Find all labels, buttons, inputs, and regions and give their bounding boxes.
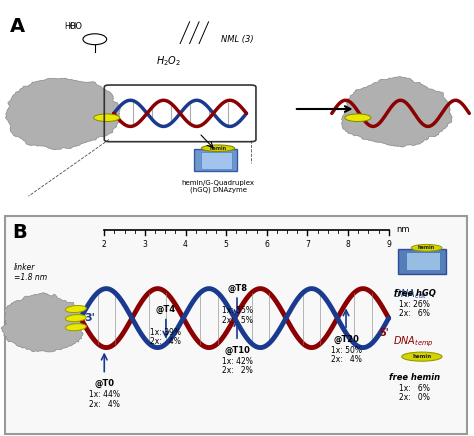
Text: 1x: 42%: 1x: 42% (221, 357, 253, 366)
Text: 1x: 39%: 1x: 39% (150, 328, 182, 337)
Text: nm: nm (396, 225, 409, 234)
Text: 3': 3' (85, 313, 95, 323)
Text: 9: 9 (386, 240, 391, 249)
Text: $H_2O_2$: $H_2O_2$ (155, 54, 181, 68)
Text: 1x:   6%: 1x: 6% (399, 384, 430, 393)
FancyBboxPatch shape (5, 216, 467, 434)
Text: 5: 5 (224, 240, 228, 249)
FancyBboxPatch shape (406, 252, 440, 270)
Polygon shape (6, 78, 121, 150)
Text: 3: 3 (143, 240, 147, 249)
Text: 8: 8 (346, 240, 350, 249)
Text: 6: 6 (264, 240, 269, 249)
Text: 7: 7 (305, 240, 310, 249)
Text: 2x:   2%: 2x: 2% (222, 366, 252, 375)
Text: $DNA_{temp}$: $DNA_{temp}$ (393, 334, 434, 349)
FancyBboxPatch shape (398, 249, 446, 274)
Text: 2x:   6%: 2x: 6% (399, 309, 430, 318)
FancyBboxPatch shape (194, 149, 237, 171)
Text: 2x:   0%: 2x: 0% (399, 393, 430, 402)
Text: 1x: 26%: 1x: 26% (399, 300, 430, 309)
Ellipse shape (65, 324, 86, 331)
Text: 2: 2 (102, 240, 107, 249)
Text: 1x: 44%: 1x: 44% (89, 391, 120, 399)
Text: $DNA_{cat}$: $DNA_{cat}$ (393, 288, 428, 301)
Ellipse shape (411, 245, 442, 251)
Text: hemin: hemin (210, 146, 227, 151)
Text: @T4: @T4 (156, 305, 176, 314)
Text: 5': 5' (379, 328, 389, 338)
Ellipse shape (65, 306, 86, 313)
Text: HO: HO (64, 22, 76, 31)
Text: hemin: hemin (412, 354, 431, 359)
Text: 1x: 55%: 1x: 55% (221, 307, 253, 316)
Text: free hemin: free hemin (389, 372, 440, 382)
Text: 2x:   5%: 2x: 5% (221, 316, 253, 324)
Text: 4: 4 (183, 240, 188, 249)
Text: NML (3): NML (3) (221, 35, 253, 44)
Text: A: A (9, 17, 25, 37)
Ellipse shape (94, 114, 119, 122)
Text: @T10: @T10 (224, 346, 250, 355)
Text: HO: HO (69, 22, 82, 31)
Polygon shape (341, 77, 452, 147)
Text: hemin: hemin (418, 245, 435, 250)
Polygon shape (1, 293, 83, 352)
FancyBboxPatch shape (201, 151, 232, 169)
Ellipse shape (65, 314, 86, 322)
Text: @T8: @T8 (227, 284, 247, 293)
Text: B: B (12, 223, 27, 242)
Ellipse shape (201, 145, 235, 151)
Text: linker
=1.8 nm: linker =1.8 nm (14, 263, 47, 283)
Text: hemin/G-Quadruplex
(hGQ) DNAzyme: hemin/G-Quadruplex (hGQ) DNAzyme (182, 180, 255, 193)
Text: 2x:   4%: 2x: 4% (89, 399, 120, 409)
Ellipse shape (402, 352, 442, 361)
Text: @T0: @T0 (94, 379, 114, 388)
Ellipse shape (345, 114, 371, 122)
Text: 2x:   4%: 2x: 4% (150, 337, 182, 346)
Text: 1x: 50%: 1x: 50% (330, 346, 362, 355)
Text: 2x:   4%: 2x: 4% (330, 355, 362, 364)
Text: free hGQ: free hGQ (394, 289, 436, 298)
Text: @T20: @T20 (333, 335, 359, 344)
